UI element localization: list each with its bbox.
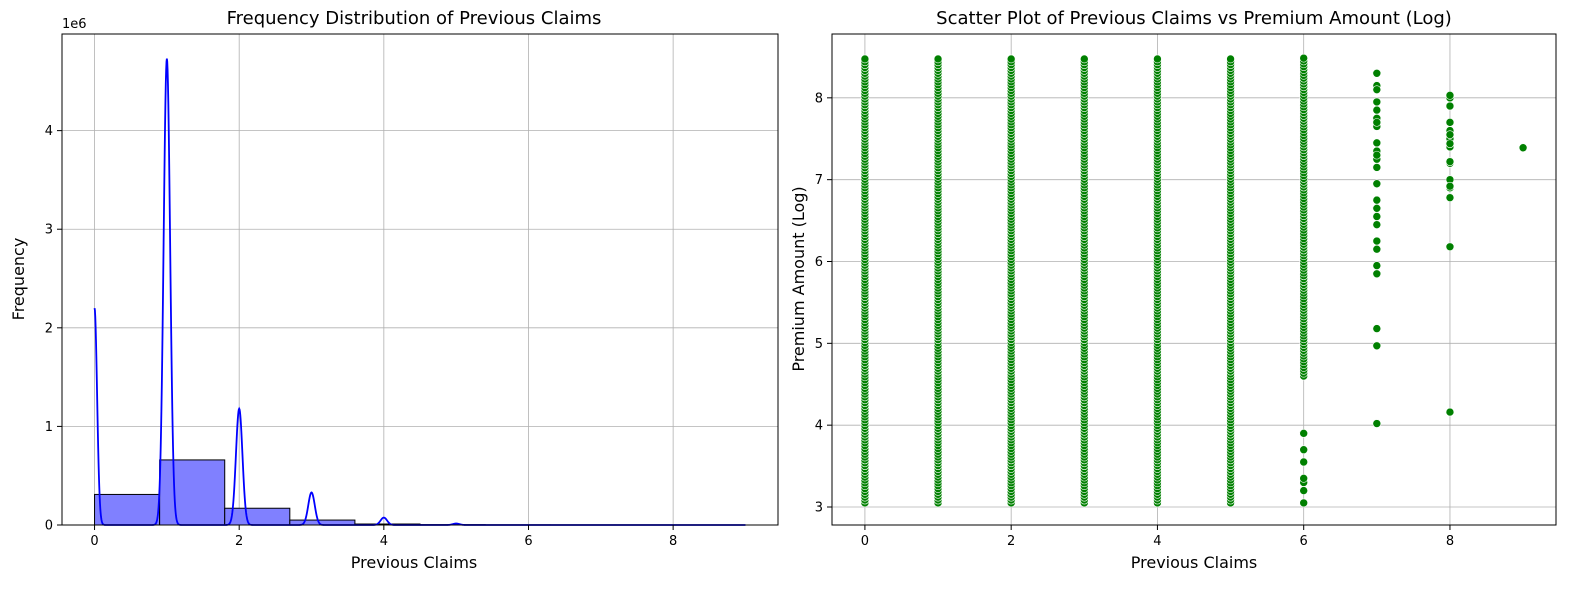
chart1-ytick-label-3: 3 xyxy=(45,223,53,238)
chart1-ytick-label-1: 1 xyxy=(45,420,53,435)
scatter-point-col8-9 xyxy=(1445,118,1455,127)
scatter-point-col6-111 xyxy=(1299,53,1308,63)
scatter-point-14 xyxy=(1372,118,1382,127)
chart2-ytick-label-1: 4 xyxy=(815,419,823,434)
scatter-point-col0-155 xyxy=(860,54,870,64)
scatter-point-21 xyxy=(1445,157,1455,166)
scatter-point-5 xyxy=(1299,445,1308,455)
chart1-xticks: 0 2 4 6 8 xyxy=(90,525,677,549)
histogram-chart: Frequency Distribution of Previous Claim… xyxy=(9,8,779,572)
chart2-yticks: 3 4 5 6 7 8 xyxy=(815,91,832,515)
chart1-kde xyxy=(93,58,746,526)
scatter-point-9 xyxy=(1372,324,1382,333)
scatter-point-24 xyxy=(1445,91,1455,100)
chart2-ytick-label-5: 8 xyxy=(815,91,823,106)
chart2-xtick-label-2: 4 xyxy=(1153,534,1161,549)
chart1-ylabel: Frequency xyxy=(9,238,28,321)
scatter-point-col7-11 xyxy=(1372,179,1382,189)
scatter-point-8 xyxy=(1372,341,1382,351)
scatter-point-col7-9 xyxy=(1372,195,1382,205)
scatter-point-col7-8 xyxy=(1372,204,1382,213)
scatter-point-col7-21 xyxy=(1372,97,1382,107)
scatter-point-22 xyxy=(1445,139,1455,148)
chart2-xtick-label-1: 2 xyxy=(1007,534,1015,549)
scatter-point-25 xyxy=(1518,143,1528,153)
chart1-offset-text: 1e6 xyxy=(62,17,87,32)
chart2-xtick-label-3: 6 xyxy=(1300,534,1308,549)
scatter-point-23 xyxy=(1445,130,1455,139)
chart1-ytick-label-4: 4 xyxy=(45,124,53,139)
chart1-xtick-label-1: 2 xyxy=(235,534,243,549)
scatter-point-col7-16 xyxy=(1372,138,1382,148)
scatter-point-19 xyxy=(1445,193,1455,202)
chart2-xtick-label-0: 0 xyxy=(861,534,869,549)
histogram-bar-0 xyxy=(94,493,161,526)
scatter-point-col7-1 xyxy=(1372,261,1382,270)
scatter-point-4 xyxy=(1299,457,1308,467)
scatter-point-7 xyxy=(1372,419,1382,428)
scatter-point-col7-3 xyxy=(1372,244,1382,254)
chart2-xlabel: Previous Claims xyxy=(1131,553,1258,572)
chart1-ytick-label-0: 0 xyxy=(45,519,53,534)
scatter-point-13 xyxy=(1372,150,1382,160)
chart2-ytick-label-3: 6 xyxy=(815,255,823,270)
chart1-bars xyxy=(94,459,746,526)
chart1-title: Frequency Distribution of Previous Claim… xyxy=(227,8,602,29)
scatter-point-col7-13 xyxy=(1372,163,1382,172)
scatter-point-15 xyxy=(1372,85,1382,94)
scatter-point-6 xyxy=(1299,429,1308,438)
scatter-point-11 xyxy=(1372,236,1382,246)
scatter-point-3 xyxy=(1299,474,1308,483)
chart1-xtick-label-0: 0 xyxy=(90,534,98,549)
chart2-points xyxy=(860,53,1528,508)
scatter-point-col8-11 xyxy=(1445,101,1455,111)
scatter-point-col7-6 xyxy=(1372,220,1382,229)
chart1-grid xyxy=(62,34,778,526)
scatter-point-0 xyxy=(1299,498,1308,508)
chart2-ytick-label-4: 7 xyxy=(815,173,823,188)
scatter-point-col1-155 xyxy=(933,54,943,64)
histogram-bar-2 xyxy=(224,507,291,526)
scatter-point-col4-155 xyxy=(1153,54,1162,64)
scatter-chart: Scatter Plot of Previous Claims vs Premi… xyxy=(789,8,1557,572)
chart1-xlabel: Previous Claims xyxy=(351,553,478,572)
scatter-point-12 xyxy=(1372,212,1382,221)
scatter-point-1 xyxy=(1299,486,1308,495)
chart1-xtick-label-4: 8 xyxy=(669,534,677,549)
scatter-point-16 xyxy=(1372,68,1382,78)
scatter-point-col2-155 xyxy=(1006,54,1016,64)
scatter-point-col7-20 xyxy=(1372,105,1382,115)
scatter-point-20 xyxy=(1445,181,1455,191)
scatter-point-17 xyxy=(1445,407,1455,417)
kde-line xyxy=(93,58,746,526)
chart2-xticks: 0 2 4 6 8 xyxy=(861,525,1454,549)
chart1-xtick-label-2: 4 xyxy=(380,534,388,549)
chart2-ytick-label-2: 5 xyxy=(815,337,823,352)
scatter-point-10 xyxy=(1372,269,1382,279)
chart2-title: Scatter Plot of Previous Claims vs Premi… xyxy=(936,8,1452,29)
chart2-ytick-label-0: 3 xyxy=(815,500,823,515)
chart2-xtick-label-4: 8 xyxy=(1446,534,1454,549)
chart2-ylabel: Premium Amount (Log) xyxy=(789,186,808,371)
scatter-point-col5-155 xyxy=(1226,54,1235,64)
chart2-frame xyxy=(831,33,1557,526)
chart1-ytick-label-2: 2 xyxy=(45,321,53,336)
chart1-frame xyxy=(61,33,779,526)
scatter-point-col3-155 xyxy=(1080,54,1089,64)
chart1-yticks: 0 1 2 3 4 xyxy=(45,124,62,534)
histogram-bar-1 xyxy=(159,459,226,526)
scatter-point-18 xyxy=(1445,242,1455,252)
chart1-xtick-label-3: 6 xyxy=(524,534,532,549)
